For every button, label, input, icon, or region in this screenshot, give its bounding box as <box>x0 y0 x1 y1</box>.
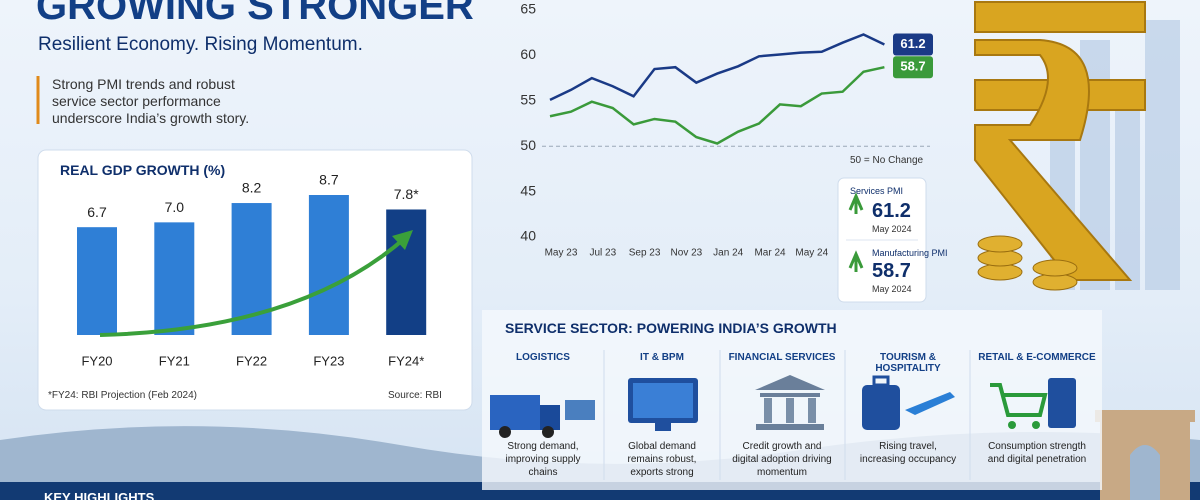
bar-value-label: 7.8* <box>394 186 419 202</box>
card-value: 61.2 <box>872 200 911 222</box>
service-name: FINANCIAL SERVICES <box>728 352 836 363</box>
gdp-title: REAL GDP GROWTH (%) <box>60 162 226 178</box>
y-tick-label: 65 <box>520 1 536 17</box>
service-text: Consumption strength and digital penetra… <box>987 441 1087 465</box>
x-tick-label: FY24* <box>388 353 424 368</box>
service-icons <box>490 375 1076 438</box>
rupee-icon <box>974 1 1146 281</box>
pmi-line <box>549 65 885 145</box>
service-name: LOGISTICS <box>516 352 570 363</box>
x-tick-label: Jul 23 <box>589 248 616 259</box>
service-dividers <box>603 350 971 480</box>
end-label: 58.7 <box>900 59 925 74</box>
x-tick-label: Sep 23 <box>629 248 661 259</box>
x-tick-label: FY20 <box>81 353 112 368</box>
x-tick-label: FY22 <box>236 353 267 368</box>
x-tick-label: Mar 24 <box>754 248 786 259</box>
y-tick-label: 55 <box>520 92 536 108</box>
end-label-box <box>893 56 933 79</box>
card-name: Services PMI <box>850 186 904 196</box>
card-value: 58.7 <box>872 260 911 282</box>
bar <box>77 227 117 335</box>
card-date: May 2024 <box>872 284 912 294</box>
trend-arrow <box>99 236 407 337</box>
x-tick-label: May 23 <box>545 248 578 259</box>
y-tick-label: 50 <box>520 137 536 153</box>
bar-value-label: 8.7 <box>319 172 339 188</box>
x-tick-label: Jan 24 <box>713 248 743 259</box>
y-tick-label: 60 <box>520 46 536 62</box>
end-label: 61.2 <box>900 36 925 51</box>
reference-label: 50 = No Change <box>850 155 924 166</box>
card-name: Manufacturing PMI <box>872 248 948 258</box>
service-name: RETAIL & E-COMMERCE <box>978 352 1096 363</box>
service-text: Rising travel, increasing occupancy <box>859 441 957 465</box>
services-title: SERVICE SECTOR: POWERING INDIA’S GROWTH <box>505 320 837 336</box>
service-name: IT & BPM <box>640 352 684 363</box>
x-tick-label: Nov 23 <box>671 248 703 259</box>
pmi-line <box>549 33 885 102</box>
y-tick-label: 40 <box>520 228 536 244</box>
gdp-source: Source: RBI <box>388 390 442 401</box>
service-text: Strong demand, improving supply chains <box>505 441 581 478</box>
bar-value-label: 7.0 <box>165 199 185 215</box>
trend-arrowhead <box>392 230 413 250</box>
footer: KEY HIGHLIGHTS <box>44 490 155 500</box>
service-text: Global demand remains robust, exports st… <box>627 441 697 478</box>
bar <box>308 195 349 335</box>
x-tick-label: FY21 <box>159 353 190 368</box>
up-arrow <box>848 192 864 214</box>
lead: Strong PMI trends and robust service sec… <box>52 76 250 126</box>
subtitle: Resilient Economy. Rising Momentum. <box>38 34 363 55</box>
service-text: Credit growth and digital adoption drivi… <box>732 441 832 478</box>
bar-value-label: 8.2 <box>242 180 262 196</box>
service-name: TOURISM & HOSPITALITY <box>875 352 941 374</box>
title: GROWING STRONGER <box>36 0 474 28</box>
bar <box>154 222 195 335</box>
y-tick-label: 45 <box>520 182 536 198</box>
coins <box>977 235 1078 291</box>
x-tick-label: May 24 <box>795 248 828 259</box>
bar-value-label: 6.7 <box>87 204 107 220</box>
gdp-note: *FY24: RBI Projection (Feb 2024) <box>48 390 197 401</box>
x-tick-label: FY23 <box>313 353 344 368</box>
end-label-box <box>893 33 933 56</box>
bar <box>386 209 427 335</box>
india-gate <box>1095 410 1195 500</box>
up-arrow <box>848 250 864 272</box>
card-date: May 2024 <box>872 224 912 234</box>
